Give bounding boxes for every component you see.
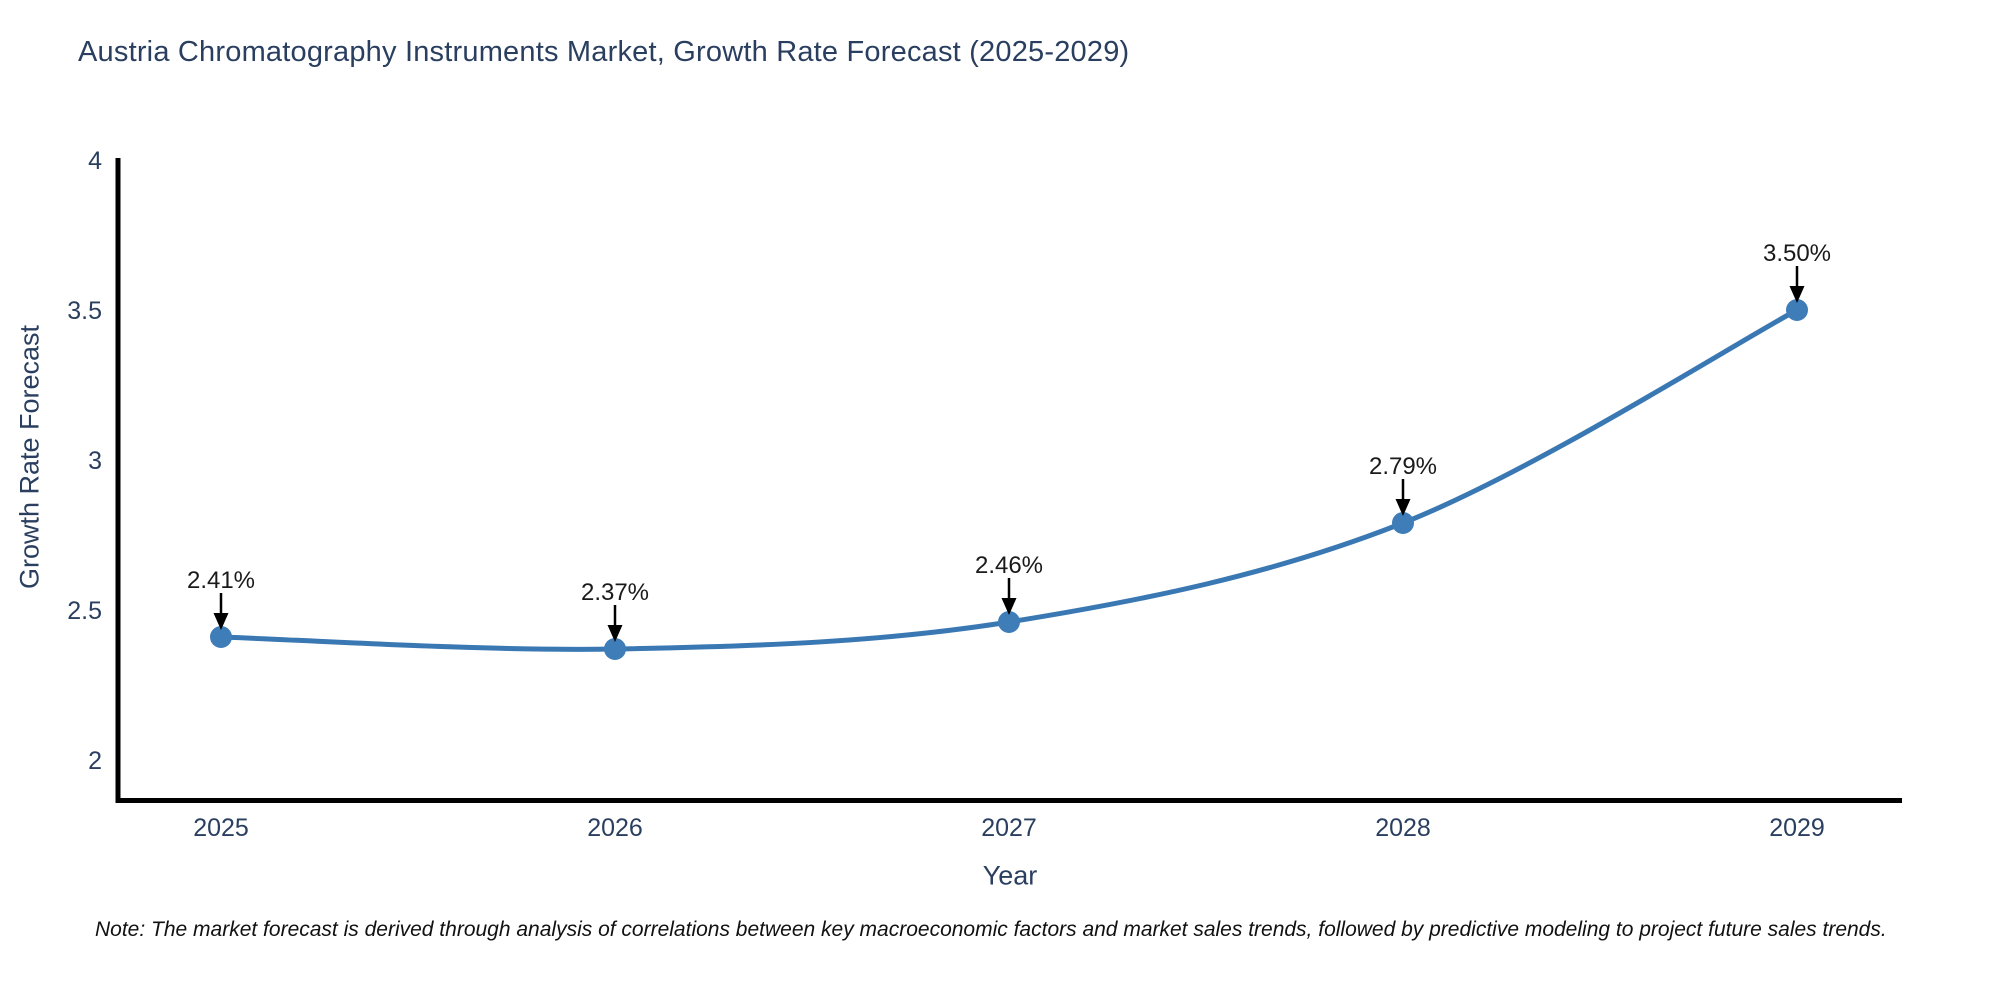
x-tick-label: 2027 [981,814,1037,842]
data-point-marker [604,638,626,660]
data-point-marker [998,611,1020,633]
annotation-arrowhead [1789,286,1805,303]
annotation-arrowhead [607,625,623,642]
y-tick-label: 2.5 [67,597,102,625]
x-axis-title: Year [982,860,1038,891]
annotation-arrowhead [1001,598,1017,615]
x-tick-label: 2029 [1769,814,1825,842]
annotation-label: 3.50% [1763,240,1831,267]
y-tick-label: 2 [88,747,102,775]
x-tick-label: 2025 [193,814,249,842]
y-tick-label: 3.5 [67,297,102,325]
annotation-label: 2.37% [581,579,649,606]
annotation-label: 2.46% [975,552,1043,579]
x-tick-label: 2026 [587,814,643,842]
footnote: Note: The market forecast is derived thr… [95,918,1887,941]
annotation-label: 2.79% [1369,453,1437,480]
data-point-marker [1786,299,1808,321]
chart-title: Austria Chromatography Instruments Marke… [78,36,1130,68]
axis-lines [115,158,1902,803]
annotation-arrowhead [1395,499,1411,516]
x-tick-label: 2028 [1375,814,1431,842]
y-axis-title: Growth Rate Forecast [14,324,45,590]
data-point-marker [210,626,232,648]
annotation-arrowhead [213,613,229,630]
y-tick-label: 4 [88,147,102,175]
data-point-marker [1392,512,1414,534]
annotation-label: 2.41% [187,567,255,594]
y-tick-label: 3 [88,447,102,475]
